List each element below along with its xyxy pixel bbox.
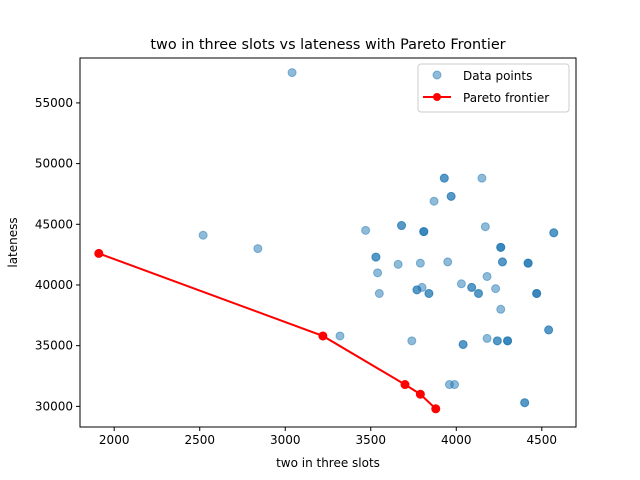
data-point: [549, 228, 559, 238]
data-point: [417, 282, 427, 292]
data-point: [482, 271, 492, 281]
data-point: [477, 173, 487, 183]
data-point: [474, 288, 484, 298]
legend-label-pareto-frontier: Pareto frontier: [463, 91, 549, 105]
data-point: [397, 221, 407, 231]
data-point: [415, 258, 425, 268]
x-tick-label: 3000: [270, 433, 301, 447]
y-tick-label: 55000: [35, 96, 73, 110]
y-tick-label: 35000: [35, 339, 73, 353]
data-point: [467, 282, 477, 292]
data-point: [503, 336, 513, 346]
data-point: [361, 225, 371, 235]
data-point: [492, 336, 502, 346]
legend: Data points Pareto frontier: [417, 63, 570, 113]
data-point: [458, 339, 468, 349]
legend-marker-data-points: [432, 70, 442, 80]
pareto-point: [431, 404, 441, 414]
data-point: [544, 325, 554, 335]
data-point: [491, 284, 501, 294]
data-point: [446, 191, 456, 201]
pareto-point: [415, 389, 425, 399]
data-point: [374, 288, 384, 298]
data-point: [496, 304, 506, 314]
y-tick-label: 30000: [35, 399, 73, 413]
data-point: [532, 288, 542, 298]
legend-label-data-points: Data points: [463, 69, 532, 83]
chart-title: two in three slots vs lateness with Pare…: [150, 37, 505, 53]
data-point: [523, 258, 533, 268]
pareto-point: [94, 248, 104, 258]
y-tick-label: 50000: [35, 157, 73, 171]
legend-box: [417, 63, 570, 113]
data-point: [443, 257, 453, 267]
data-point: [480, 222, 490, 232]
data-point: [496, 242, 506, 252]
pareto-point: [318, 331, 328, 341]
data-point: [287, 68, 297, 78]
data-point: [393, 259, 403, 269]
data-point: [371, 252, 381, 262]
x-tick-label: 4000: [441, 433, 472, 447]
plot-area: [94, 68, 559, 414]
data-point: [497, 257, 507, 267]
legend-marker-pareto-frontier: [433, 93, 441, 101]
x-tick-label: 2500: [184, 433, 215, 447]
data-point: [482, 333, 492, 343]
y-tick-label: 45000: [35, 217, 73, 231]
x-tick-label: 4500: [527, 433, 558, 447]
y-axis-label: lateness: [6, 217, 20, 267]
data-point: [373, 268, 383, 278]
data-point: [419, 227, 429, 237]
pareto-point: [400, 380, 410, 390]
x-axis-ticks: 2000 2500 3000 3500 4000 4500: [99, 427, 557, 447]
axes-frame: [79, 57, 577, 428]
data-point: [407, 336, 417, 346]
data-point: [520, 398, 530, 408]
data-point: [335, 331, 345, 341]
data-point: [424, 288, 434, 298]
data-point: [198, 230, 208, 240]
y-axis-ticks: 30000 35000 40000 45000 50000 55000: [35, 96, 80, 413]
x-axis-label: two in three slots: [276, 456, 380, 470]
data-point: [429, 196, 439, 206]
data-point: [456, 279, 466, 289]
data-point: [253, 244, 263, 254]
x-tick-label: 2000: [99, 433, 130, 447]
x-tick-label: 3500: [355, 433, 386, 447]
y-tick-label: 40000: [35, 278, 73, 292]
data-point: [450, 380, 460, 390]
data-point: [439, 173, 449, 183]
